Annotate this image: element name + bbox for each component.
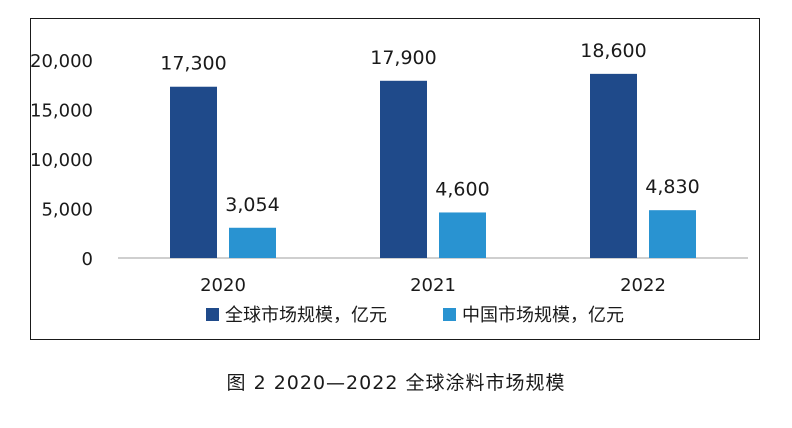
bar <box>170 86 217 258</box>
bar <box>649 210 696 258</box>
data-label: 17,900 <box>370 47 436 69</box>
legend-swatch <box>206 308 219 321</box>
y-tick-label: 10,000 <box>30 150 93 171</box>
y-tick-label: 20,000 <box>30 51 93 72</box>
x-tick-label: 2021 <box>410 275 456 296</box>
bar <box>439 212 486 258</box>
y-tick-label: 0 <box>82 249 93 270</box>
legend-swatch <box>443 308 456 321</box>
x-tick-label: 2020 <box>200 275 246 296</box>
y-tick-label: 5,000 <box>41 200 93 221</box>
data-label: 17,300 <box>160 53 226 75</box>
data-label: 4,830 <box>645 176 699 198</box>
legend-label: 中国市场规模，亿元 <box>462 305 624 326</box>
bar <box>380 80 427 258</box>
y-tick-label: 15,000 <box>30 101 93 122</box>
x-tick-label: 2022 <box>620 275 666 296</box>
legend-label: 全球市场规模，亿元 <box>225 305 387 326</box>
figure-caption: 图 2 2020—2022 全球涂料市场规模 <box>226 372 566 394</box>
bar <box>229 227 276 258</box>
bar <box>590 73 637 258</box>
data-label: 4,600 <box>435 178 489 200</box>
data-label: 3,054 <box>225 194 279 216</box>
data-label: 18,600 <box>580 40 646 62</box>
